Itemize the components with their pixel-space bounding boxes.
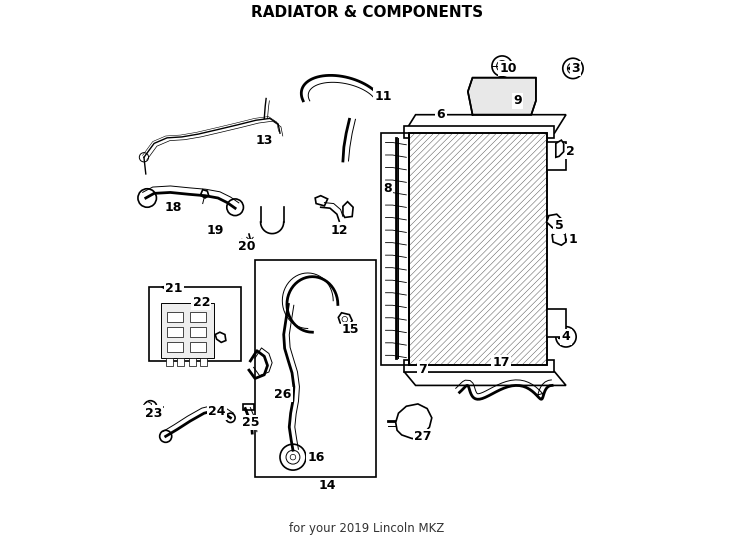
Circle shape	[488, 83, 514, 109]
Text: 19: 19	[206, 224, 224, 237]
Bar	[409, 133, 548, 364]
Circle shape	[567, 63, 578, 74]
Polygon shape	[215, 332, 226, 342]
Text: 27: 27	[414, 430, 432, 443]
Bar	[190, 342, 206, 352]
Circle shape	[401, 426, 409, 433]
Bar	[200, 357, 207, 366]
Text: 13: 13	[255, 134, 273, 147]
Text: 8: 8	[383, 182, 392, 195]
Circle shape	[563, 58, 583, 79]
Text: 12: 12	[330, 224, 348, 237]
Bar	[409, 133, 548, 364]
Text: 3: 3	[571, 62, 580, 75]
Polygon shape	[552, 231, 566, 245]
Bar	[167, 312, 183, 322]
Polygon shape	[200, 190, 208, 198]
Text: 11: 11	[374, 90, 392, 103]
Circle shape	[280, 444, 306, 470]
Bar	[189, 357, 196, 366]
Circle shape	[160, 430, 172, 442]
Circle shape	[226, 413, 235, 422]
Text: 7: 7	[418, 363, 427, 376]
Text: 6: 6	[437, 108, 446, 121]
Text: 5: 5	[555, 219, 564, 232]
Polygon shape	[547, 214, 562, 228]
Text: 24: 24	[208, 406, 225, 419]
Text: 25: 25	[241, 416, 259, 429]
Polygon shape	[144, 402, 151, 412]
Circle shape	[138, 189, 156, 207]
Text: 23: 23	[145, 407, 162, 420]
Text: 14: 14	[319, 480, 336, 492]
Polygon shape	[396, 404, 432, 438]
Bar	[244, 404, 254, 410]
Polygon shape	[343, 202, 353, 218]
Polygon shape	[556, 140, 564, 157]
Text: for your 2019 Lincoln MKZ: for your 2019 Lincoln MKZ	[289, 522, 445, 535]
Bar	[166, 357, 172, 366]
Text: RADIATOR & COMPONENTS: RADIATOR & COMPONENTS	[251, 5, 483, 20]
Bar	[404, 360, 554, 372]
Bar	[190, 312, 206, 322]
Bar	[167, 327, 183, 338]
Text: 26: 26	[274, 388, 291, 401]
Polygon shape	[404, 372, 566, 386]
Text: 10: 10	[499, 62, 517, 75]
Polygon shape	[548, 143, 566, 170]
Text: 9: 9	[513, 94, 522, 107]
Circle shape	[561, 332, 571, 342]
Circle shape	[494, 89, 508, 103]
Circle shape	[144, 401, 157, 414]
Bar	[255, 260, 377, 477]
Circle shape	[497, 60, 508, 72]
Bar	[404, 126, 554, 138]
Polygon shape	[338, 313, 352, 325]
Bar	[178, 357, 184, 366]
Polygon shape	[468, 78, 536, 114]
Bar	[167, 342, 183, 352]
Circle shape	[418, 406, 425, 414]
Text: 21: 21	[165, 282, 182, 295]
Circle shape	[492, 56, 512, 76]
Circle shape	[556, 327, 576, 347]
Text: 16: 16	[308, 451, 324, 464]
Text: 18: 18	[165, 201, 182, 214]
Text: 22: 22	[192, 295, 210, 309]
Polygon shape	[404, 114, 566, 133]
Circle shape	[227, 199, 244, 215]
Polygon shape	[548, 309, 566, 337]
Text: 1: 1	[569, 233, 578, 246]
Circle shape	[550, 218, 558, 225]
Circle shape	[290, 454, 296, 460]
Bar	[148, 287, 241, 361]
Text: 20: 20	[238, 240, 255, 253]
Circle shape	[286, 450, 300, 464]
Polygon shape	[315, 195, 327, 206]
Text: 2: 2	[566, 145, 575, 158]
Text: 15: 15	[342, 323, 360, 336]
Circle shape	[139, 153, 148, 162]
Bar	[190, 327, 206, 338]
Text: 17: 17	[493, 356, 510, 369]
Bar	[161, 303, 214, 357]
Text: 4: 4	[562, 330, 570, 343]
Circle shape	[342, 316, 348, 322]
